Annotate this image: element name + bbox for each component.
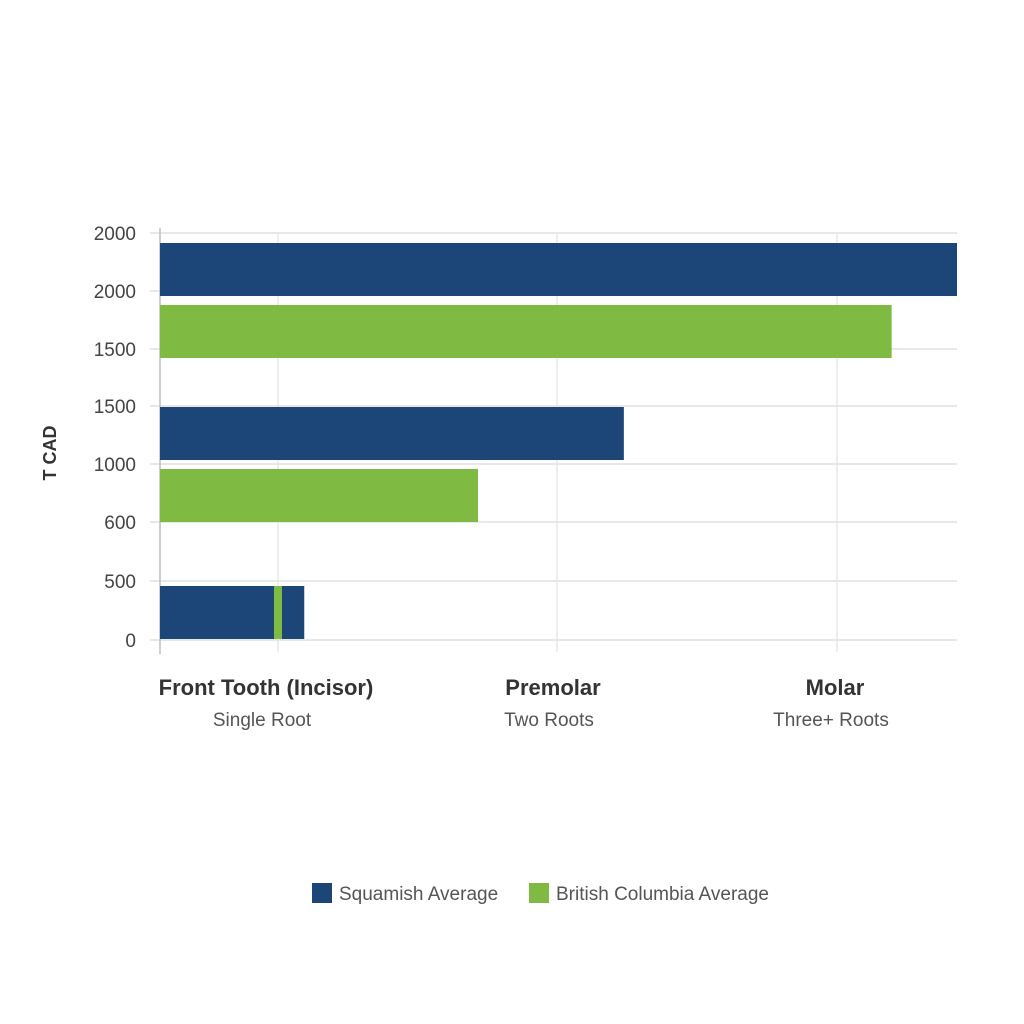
y-tick-label: 1500 [94,340,136,361]
y-tick-label: 2000 [94,224,136,245]
bar-squamish-average [160,407,624,460]
bar-british-columbia-average [160,469,479,522]
bar-squamish-average [160,243,957,296]
x-category-sublabel: Two Roots [504,710,594,731]
y-tick-label: 500 [104,572,136,593]
y-axis-label: T CAD [40,426,60,481]
y-tick-label: 2000 [94,282,136,303]
bar-british-columbia-average [274,586,282,639]
x-category-label: Premolar [505,675,601,700]
x-category-label: Molar [806,675,865,700]
y-tick-label: 1500 [94,397,136,418]
legend-label: British Columbia Average [556,884,769,905]
y-tick-label: 600 [104,513,136,534]
x-category-sublabel: Three+ Roots [773,710,889,731]
legend-swatch [529,883,549,903]
legend-swatch [312,883,332,903]
x-category-label: Front Tooth (Incisor) [159,675,374,700]
x-category-sublabel: Single Root [213,710,312,731]
legend-label: Squamish Average [339,884,498,905]
y-tick-label: 0 [125,631,136,652]
bar-british-columbia-average [160,305,892,358]
bar-squamish-average [160,586,305,639]
y-tick-label: 1000 [94,455,136,476]
